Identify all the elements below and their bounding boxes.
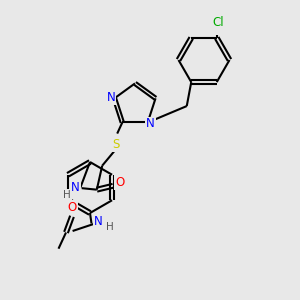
Text: N: N — [106, 91, 115, 104]
Text: S: S — [112, 138, 119, 151]
Text: O: O — [68, 201, 76, 214]
Text: N: N — [146, 118, 155, 130]
Text: N: N — [94, 214, 103, 228]
Text: H: H — [106, 221, 113, 232]
Text: Cl: Cl — [212, 16, 224, 29]
Text: H: H — [63, 190, 71, 200]
Text: O: O — [115, 176, 124, 189]
Text: N: N — [71, 181, 80, 194]
